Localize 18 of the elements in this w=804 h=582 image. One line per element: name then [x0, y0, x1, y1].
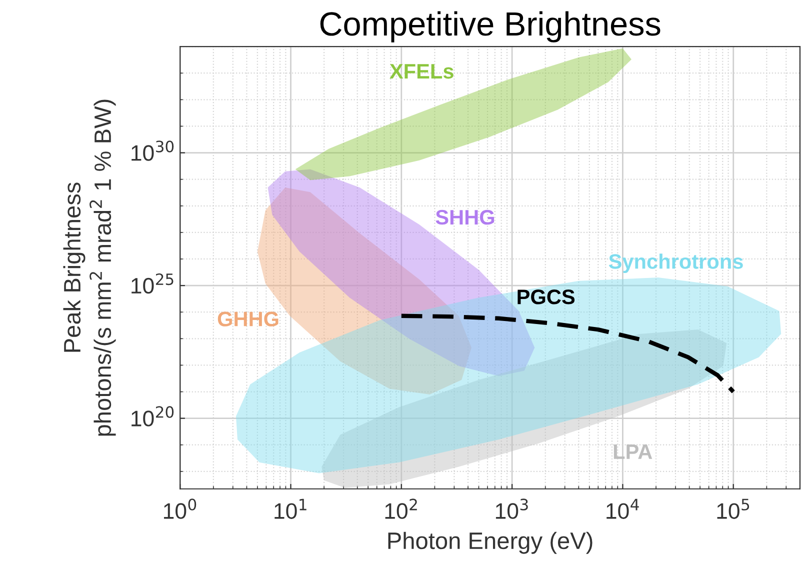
- x-tick-label: 10$^{1}$: [274, 498, 306, 519]
- y-tick-label: 10$^{20}$: [132, 406, 174, 426]
- y-axis-title: Peak Brightness photons/(s mm$^{2}$ mrad$^{2}$ 1 % BW): [63, 100, 116, 436]
- chart-title: Competitive Brightness: [320, 11, 660, 42]
- series-label: PGCS: [518, 290, 575, 304]
- x-tick-label: 10$^{0}$: [164, 498, 196, 519]
- series-label: GHHG: [218, 312, 278, 326]
- y-tick-label: 10$^{30}$: [132, 140, 174, 161]
- x-tick-label: 10$^{3}$: [496, 498, 528, 519]
- series-label: LPA: [614, 444, 652, 459]
- y-tick-label: 10$^{25}$: [132, 273, 174, 294]
- series-label: Synchrotrons: [608, 254, 743, 274]
- series-label: SHHG: [436, 210, 494, 225]
- x-tick-label: 10$^{2}$: [385, 498, 417, 519]
- x-tick-label: 10$^{4}$: [606, 498, 639, 519]
- x-axis-title: Photon Energy (eV): [388, 532, 592, 554]
- x-tick-label: 10$^{5}$: [717, 498, 750, 519]
- series-label: XFELs: [390, 64, 454, 79]
